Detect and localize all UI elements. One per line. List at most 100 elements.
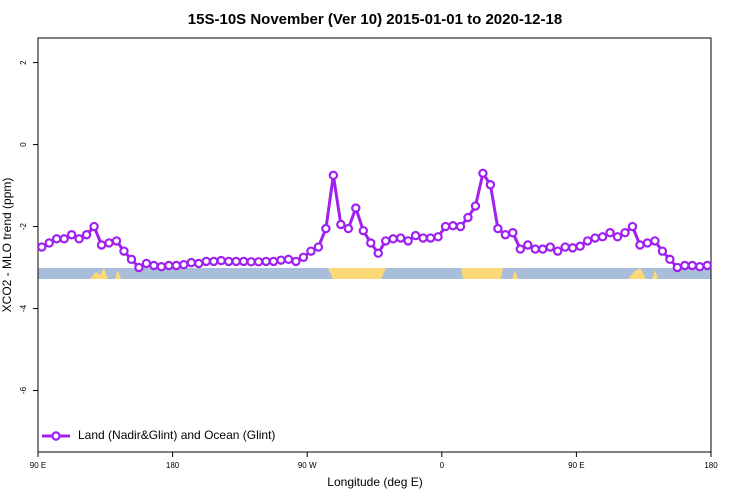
data-point [545, 242, 555, 252]
data-point [238, 256, 249, 267]
data-point [81, 230, 92, 240]
data-point [523, 240, 533, 250]
data-point [328, 170, 339, 181]
data-point [508, 228, 518, 238]
y-tick-label: 0 [19, 142, 28, 147]
data-point [104, 238, 114, 248]
data-point [351, 203, 361, 213]
data-point [171, 260, 182, 271]
data-point [89, 221, 99, 232]
data-point [343, 223, 354, 234]
data-point [268, 256, 279, 267]
data-point [642, 238, 653, 248]
data-point [620, 228, 630, 238]
data-point [44, 238, 54, 248]
data-point [141, 258, 152, 269]
data-point [246, 257, 256, 267]
data-point [283, 254, 294, 265]
y-tick-label: -2 [19, 222, 28, 230]
data-point [515, 244, 526, 254]
data-point [418, 233, 428, 243]
data-point [216, 255, 226, 266]
data-point [261, 256, 271, 267]
data-point [560, 242, 570, 252]
data-point [672, 262, 683, 273]
data-point [381, 236, 391, 246]
data-point [149, 260, 159, 271]
data-point [582, 236, 593, 246]
data-point [358, 225, 368, 236]
data-point [395, 233, 406, 243]
data-point [321, 223, 331, 234]
legend-marker [51, 431, 61, 441]
data-point [650, 236, 660, 246]
legend-label: Land (Nadir&Glint) and Ocean (Glint) [78, 428, 275, 442]
x-tick-label: 90 W [298, 461, 317, 470]
y-tick-label: 2 [19, 60, 28, 65]
data-point [66, 230, 77, 240]
data-point [680, 260, 690, 271]
data-point [74, 234, 84, 244]
data-point [463, 212, 473, 223]
data-point [306, 246, 316, 256]
data-point [134, 262, 144, 273]
data-point [485, 180, 496, 190]
data-point [253, 257, 264, 267]
data-point [201, 256, 211, 267]
data-point [276, 255, 286, 265]
chart-title: 15S-10S November (Ver 10) 2015-01-01 to … [188, 11, 562, 28]
land-ocean-mask [38, 268, 711, 279]
data-point [126, 254, 137, 265]
data-point [291, 256, 301, 267]
x-tick-label: 180 [704, 461, 718, 470]
data-point [111, 236, 122, 246]
data-point [410, 230, 421, 241]
data-point [51, 234, 62, 244]
data-point [575, 241, 585, 251]
data-point [567, 243, 578, 253]
data-point [313, 242, 324, 252]
y-axis-label: XCO2 - MLO trend (ppm) [0, 178, 14, 313]
x-tick-label: 90 E [568, 461, 584, 470]
data-point [164, 260, 174, 271]
data-point [493, 223, 503, 234]
data-point [59, 234, 69, 244]
data-point [186, 257, 196, 268]
data-point [119, 246, 129, 256]
data-point [37, 242, 47, 252]
data-point [231, 256, 241, 267]
data-point [298, 252, 309, 262]
data-point [635, 240, 645, 250]
data-point [627, 221, 638, 232]
data-point [597, 232, 608, 242]
data-point [433, 232, 443, 242]
data-point [665, 254, 675, 265]
y-tick-label: -6 [19, 386, 28, 394]
x-tick-label: 0 [440, 461, 445, 470]
data-point [455, 221, 466, 232]
data-point [223, 256, 234, 267]
data-point [440, 221, 451, 232]
data-point [702, 260, 712, 271]
x-tick-label: 180 [166, 461, 180, 470]
data-point [695, 262, 705, 272]
data-point [687, 260, 698, 271]
data-point [500, 230, 511, 240]
data-point [388, 234, 398, 244]
data-point [179, 259, 189, 270]
data-point [373, 248, 383, 258]
data-point [590, 233, 600, 243]
data-point [605, 228, 615, 238]
data-point [530, 244, 540, 254]
data-point [612, 232, 623, 242]
data-point [538, 244, 548, 254]
x-tick-label: 90 E [30, 461, 46, 470]
data-point [96, 240, 107, 250]
data-point [336, 219, 346, 230]
data-point [657, 246, 668, 256]
x-axis-label: Longitude (deg E) [327, 475, 422, 489]
data-point [425, 233, 436, 243]
data-point [553, 246, 563, 256]
data-point [366, 238, 376, 248]
